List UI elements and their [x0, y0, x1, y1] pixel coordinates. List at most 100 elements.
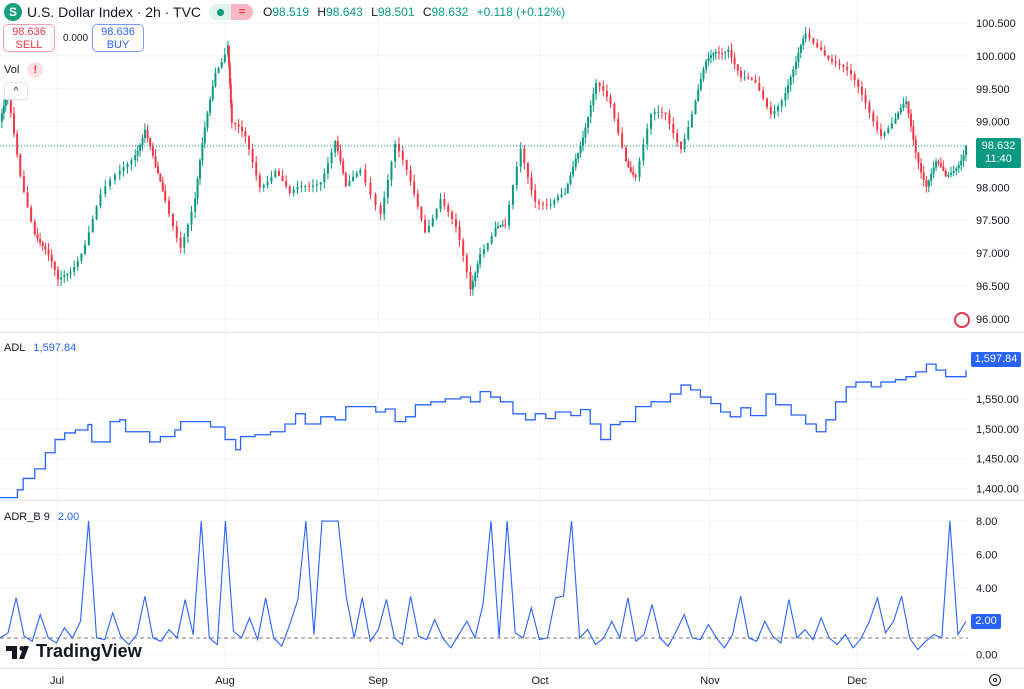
- adr-line: [0, 520, 967, 651]
- warning-icon[interactable]: !: [27, 62, 44, 78]
- adr-legend[interactable]: ADR_B 9 2.00: [4, 511, 80, 523]
- candle-body: [830, 59, 833, 62]
- candle-body: [439, 198, 442, 210]
- candle-body: [909, 113, 912, 127]
- candle-body: [13, 113, 16, 134]
- candle-body: [206, 112, 209, 128]
- candle-body: [454, 218, 457, 227]
- candle-body: [556, 196, 559, 201]
- adl-legend[interactable]: ADL 1,597.84: [4, 342, 77, 354]
- candle-body: [53, 261, 56, 271]
- sell-button[interactable]: 98.636 SELL: [3, 24, 55, 52]
- candle-body: [164, 190, 167, 201]
- candle-body: [41, 242, 44, 246]
- adr-pane[interactable]: [0, 520, 968, 651]
- candle-body: [957, 165, 960, 169]
- tradingview-logo[interactable]: TradingView: [6, 641, 142, 662]
- candle-body: [431, 218, 434, 226]
- candle-body: [523, 148, 526, 164]
- candle-body: [935, 161, 938, 168]
- candle-body: [390, 161, 393, 180]
- candle-body: [634, 174, 637, 178]
- candle-body: [595, 82, 598, 94]
- candle-body: [504, 224, 507, 226]
- candle-body: [122, 167, 125, 171]
- candle-body: [942, 166, 945, 171]
- adr-tick: 4.00: [976, 583, 997, 595]
- candle-body: [834, 61, 837, 64]
- candle-body: [126, 164, 129, 168]
- candle-body: [727, 49, 730, 53]
- collapse-legend-button[interactable]: ^: [4, 82, 28, 100]
- settings-icon[interactable]: [989, 674, 1001, 686]
- adr-tick: 8.00: [976, 516, 997, 528]
- candle-body: [30, 207, 33, 222]
- candle-body: [683, 138, 686, 150]
- candle-body: [823, 50, 826, 56]
- adr-tick: 0.00: [976, 650, 997, 662]
- candle-body: [545, 204, 548, 206]
- candle-body: [16, 133, 19, 155]
- candle-body: [4, 99, 7, 106]
- candle-body: [134, 155, 137, 161]
- candle-body: [721, 53, 724, 55]
- chevron-up-icon: ^: [13, 85, 19, 97]
- price_axis-tick: 100.000: [976, 51, 1016, 63]
- candle-body: [664, 112, 667, 114]
- candle-body: [319, 182, 322, 185]
- candle-body: [617, 118, 620, 134]
- candle-body: [285, 180, 288, 187]
- volume-legend[interactable]: Vol !: [4, 62, 44, 78]
- adl-pane[interactable]: [0, 363, 967, 499]
- price-pane[interactable]: [0, 26, 970, 328]
- candle-body: [820, 47, 823, 51]
- equals-icon: =: [231, 4, 254, 20]
- candle-body: [36, 234, 39, 239]
- candle-body: [598, 82, 601, 87]
- candle-body: [592, 93, 595, 106]
- candle-body: [660, 111, 663, 113]
- symbol-title[interactable]: U.S. Dollar Index · 2h · TVC: [27, 4, 202, 20]
- candle-body: [705, 61, 708, 70]
- candle-body: [697, 89, 700, 102]
- candle-body: [787, 85, 790, 94]
- candle-body: [386, 179, 389, 198]
- candle-body: [950, 173, 953, 175]
- candle-body: [792, 69, 795, 77]
- candle-body: [33, 221, 36, 235]
- candle-body: [2, 105, 5, 114]
- candle-body: [566, 183, 569, 194]
- candle-body: [605, 90, 608, 97]
- candle-body: [797, 52, 800, 63]
- buy-button[interactable]: 98.636 BUY: [92, 24, 144, 52]
- candle-body: [724, 52, 727, 54]
- price_axis-tick: 97.000: [976, 248, 1010, 260]
- adl-tick: 1,550.00: [976, 394, 1019, 406]
- symbol-logo-icon: S: [4, 3, 22, 21]
- candle-body: [712, 53, 715, 56]
- candle-body: [277, 170, 280, 176]
- candle-body: [486, 243, 489, 250]
- candle-body: [947, 174, 950, 177]
- candle-body: [262, 185, 265, 188]
- candle-body: [22, 176, 25, 193]
- candle-body: [300, 186, 303, 188]
- candle-body: [458, 226, 461, 241]
- candle-body: [650, 113, 653, 129]
- candle-body: [564, 193, 567, 195]
- candle-body: [359, 169, 362, 174]
- candle-body: [95, 206, 98, 220]
- candle-body: [451, 212, 454, 219]
- candle-body: [240, 126, 243, 132]
- candle-body: [687, 126, 690, 139]
- candle-body: [56, 270, 59, 280]
- candle-body: [584, 127, 587, 138]
- candle-body: [887, 128, 890, 133]
- candle-body: [534, 190, 537, 202]
- candle-body: [435, 209, 438, 219]
- candle-body: [733, 57, 736, 65]
- candle-body: [690, 114, 693, 127]
- market-status[interactable]: =: [209, 4, 254, 20]
- candle-body: [868, 102, 871, 113]
